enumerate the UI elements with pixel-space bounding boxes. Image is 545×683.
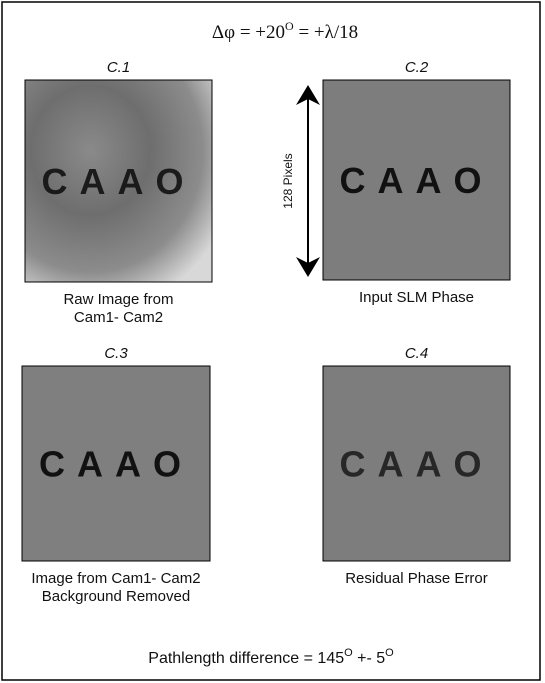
page: Δφ = +20O = +λ/18 128 Pixels Pathlength … <box>0 0 545 683</box>
panel-label: C.4 <box>405 345 428 362</box>
title-text: = +λ/18 <box>294 22 358 43</box>
footer-sup: O <box>385 647 394 659</box>
title-text: Δφ = +20 <box>212 22 285 43</box>
footer-text: +- 5 <box>353 650 386 667</box>
scale-label: 128 Pixels <box>281 153 295 208</box>
panel-caption: Image from Cam1- Cam2 <box>31 570 200 587</box>
panel-label: C.2 <box>405 59 429 76</box>
title-sup: O <box>285 19 294 33</box>
image-text: CAAO <box>340 160 494 201</box>
panel-caption: Cam1- Cam2 <box>74 309 163 326</box>
panel-caption: Raw Image from <box>63 291 173 308</box>
panel-caption: Input SLM Phase <box>359 289 474 306</box>
footer-text: Pathlength difference = 145 <box>148 650 344 667</box>
title: Δφ = +20O = +λ/18 <box>212 19 358 43</box>
image-text: CAAO <box>42 161 196 202</box>
panel-caption: Background Removed <box>42 588 190 605</box>
footer: Pathlength difference = 145O +- 5O <box>148 647 394 667</box>
panel-caption: Residual Phase Error <box>345 570 488 587</box>
panel-label: C.3 <box>104 345 128 362</box>
figure: Δφ = +20O = +λ/18 128 Pixels Pathlength … <box>0 0 545 683</box>
panel-label: C.1 <box>107 59 130 76</box>
image-text: CAAO <box>39 444 193 485</box>
image-text: CAAO <box>340 444 494 485</box>
